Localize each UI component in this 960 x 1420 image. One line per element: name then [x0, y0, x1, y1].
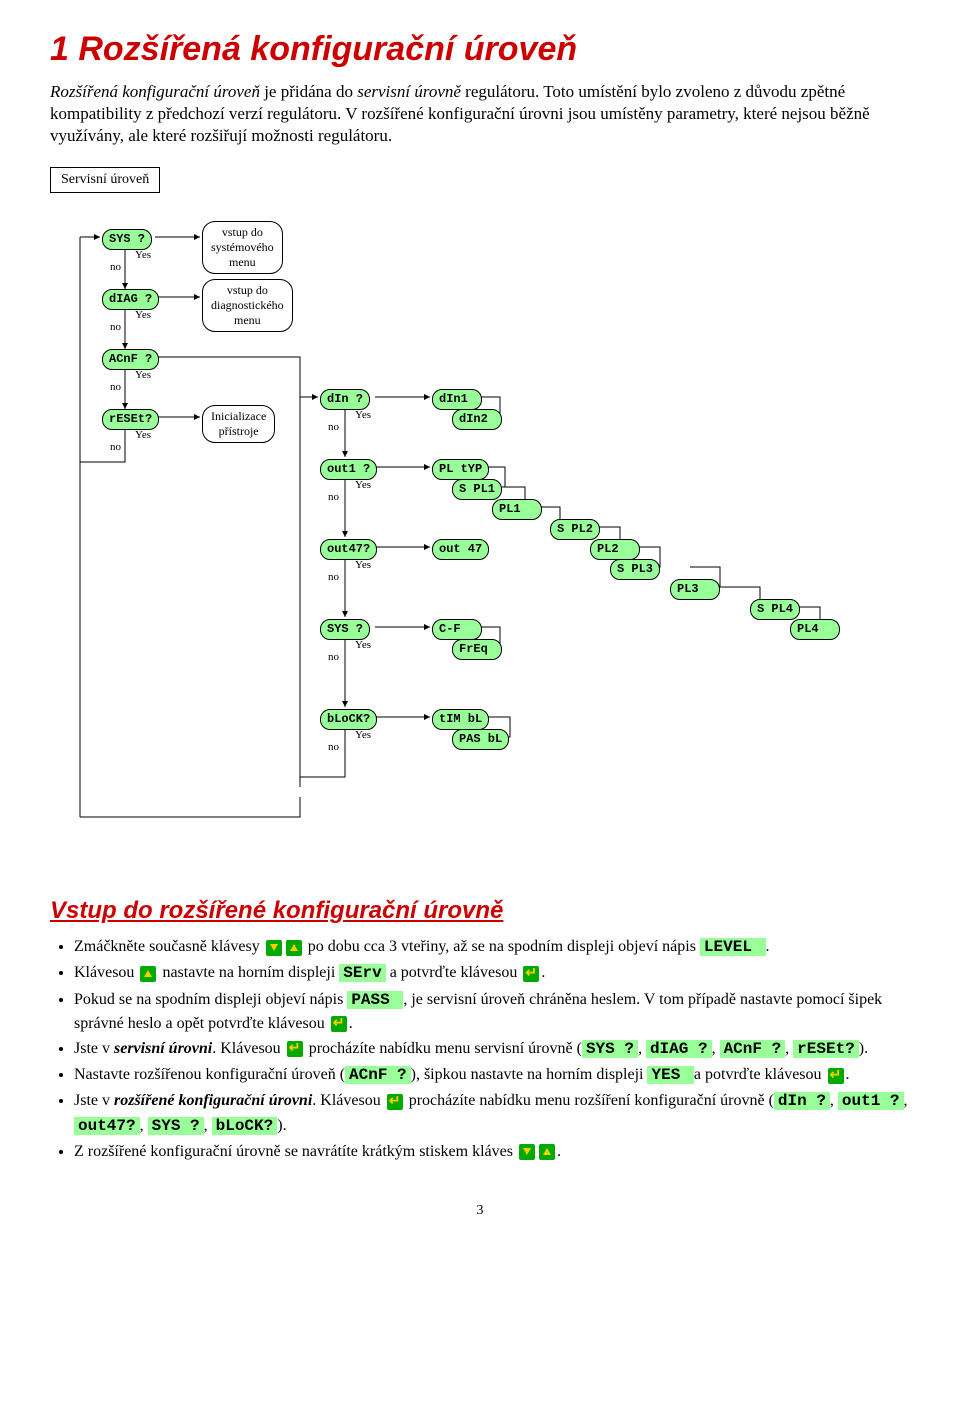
- section-title: Vstup do rozšířené konfigurační úrovně: [50, 897, 910, 925]
- node-reset: rESEt?: [102, 409, 159, 430]
- node-vstup-diag: vstup do diagnostického menu: [202, 279, 293, 332]
- key-enter-icon: [331, 1016, 347, 1032]
- node-vstup-sys: vstup do systémového menu: [202, 221, 283, 274]
- key-enter-icon: [523, 966, 539, 982]
- node-out47: out47?: [320, 539, 377, 560]
- label-yes: Yes: [135, 429, 151, 441]
- label-no: no: [328, 571, 339, 583]
- label-no: no: [110, 441, 121, 453]
- intro-paragraph: Rozšířená konfigurační úroveň je přidána…: [50, 81, 910, 147]
- key-up-icon: [140, 966, 156, 982]
- label-yes: Yes: [355, 559, 371, 571]
- code-pass: PASS: [347, 991, 403, 1009]
- node-cf: C-F: [432, 619, 482, 640]
- flowchart-diagram: Servisní úroveň: [50, 167, 910, 887]
- label-yes: Yes: [355, 639, 371, 651]
- key-up-icon: [539, 1144, 555, 1160]
- node-spl3: S PL3: [610, 559, 660, 580]
- label-yes: Yes: [355, 479, 371, 491]
- key-enter-icon: [287, 1041, 303, 1057]
- node-timbl: tIM bL: [432, 709, 489, 730]
- node-pl3: PL3: [670, 579, 720, 600]
- label-no: no: [110, 261, 121, 273]
- node-out1: out1 ?: [320, 459, 377, 480]
- node-sys: SYS ?: [102, 229, 152, 250]
- step-1: Zmáčkněte současně klávesy po dobu cca 3…: [74, 935, 910, 959]
- page-title: 1 Rozšířená konfigurační úroveň: [50, 30, 910, 69]
- label-no: no: [328, 421, 339, 433]
- node-block: bLoCK?: [320, 709, 377, 730]
- node-spl2: S PL2: [550, 519, 600, 540]
- node-din2: dIn2: [452, 409, 502, 430]
- key-enter-icon: [828, 1068, 844, 1084]
- label-yes: Yes: [355, 409, 371, 421]
- key-enter-icon: [387, 1094, 403, 1110]
- node-out-47: out 47: [432, 539, 489, 560]
- step-7: Z rozšířené konfigurační úrovně se navrá…: [74, 1140, 910, 1163]
- step-3: Pokud se na spodním displeji objeví nápi…: [74, 988, 910, 1035]
- label-yes: Yes: [135, 249, 151, 261]
- node-spl1: S PL1: [452, 479, 502, 500]
- label-no: no: [328, 651, 339, 663]
- node-din1: dIn1: [432, 389, 482, 410]
- key-up-icon: [286, 940, 302, 956]
- key-down-icon: [519, 1144, 535, 1160]
- key-down-icon: [266, 940, 282, 956]
- code-serv: SErv: [339, 964, 385, 982]
- servisni-box: Servisní úroveň: [50, 167, 160, 193]
- label-no: no: [328, 491, 339, 503]
- node-spl4: S PL4: [750, 599, 800, 620]
- step-2: Klávesou nastavte na horním displeji SEr…: [74, 961, 910, 985]
- node-din: dIn ?: [320, 389, 370, 410]
- label-no: no: [110, 381, 121, 393]
- node-pltyp: PL tYP: [432, 459, 489, 480]
- node-sys2: SYS ?: [320, 619, 370, 640]
- code-level: LEVEL: [700, 938, 766, 956]
- page-number: 3: [50, 1203, 910, 1219]
- node-pl2: PL2: [590, 539, 640, 560]
- node-freq: FrEq: [452, 639, 502, 660]
- steps-list: Zmáčkněte současně klávesy po dobu cca 3…: [50, 935, 910, 1163]
- label-yes: Yes: [135, 369, 151, 381]
- node-pasbl: PAS bL: [452, 729, 509, 750]
- node-pl1: PL1: [492, 499, 542, 520]
- intro-term1: Rozšířená konfigurační úroveň: [50, 82, 260, 101]
- label-no: no: [110, 321, 121, 333]
- step-5: Nastavte rozšířenou konfigurační úroveň …: [74, 1063, 910, 1087]
- label-yes: Yes: [355, 729, 371, 741]
- node-pl4: PL4: [790, 619, 840, 640]
- node-acnf: ACnF ?: [102, 349, 159, 370]
- node-diag: dIAG ?: [102, 289, 159, 310]
- step-6: Jste v rozšířené konfigurační úrovni. Kl…: [74, 1089, 910, 1137]
- node-init: Inicializace přístroje: [202, 405, 275, 443]
- step-4: Jste v servisní úrovni. Klávesou procház…: [74, 1037, 910, 1061]
- label-yes: Yes: [135, 309, 151, 321]
- label-no: no: [328, 741, 339, 753]
- intro-term2: servisní úrovně: [357, 82, 461, 101]
